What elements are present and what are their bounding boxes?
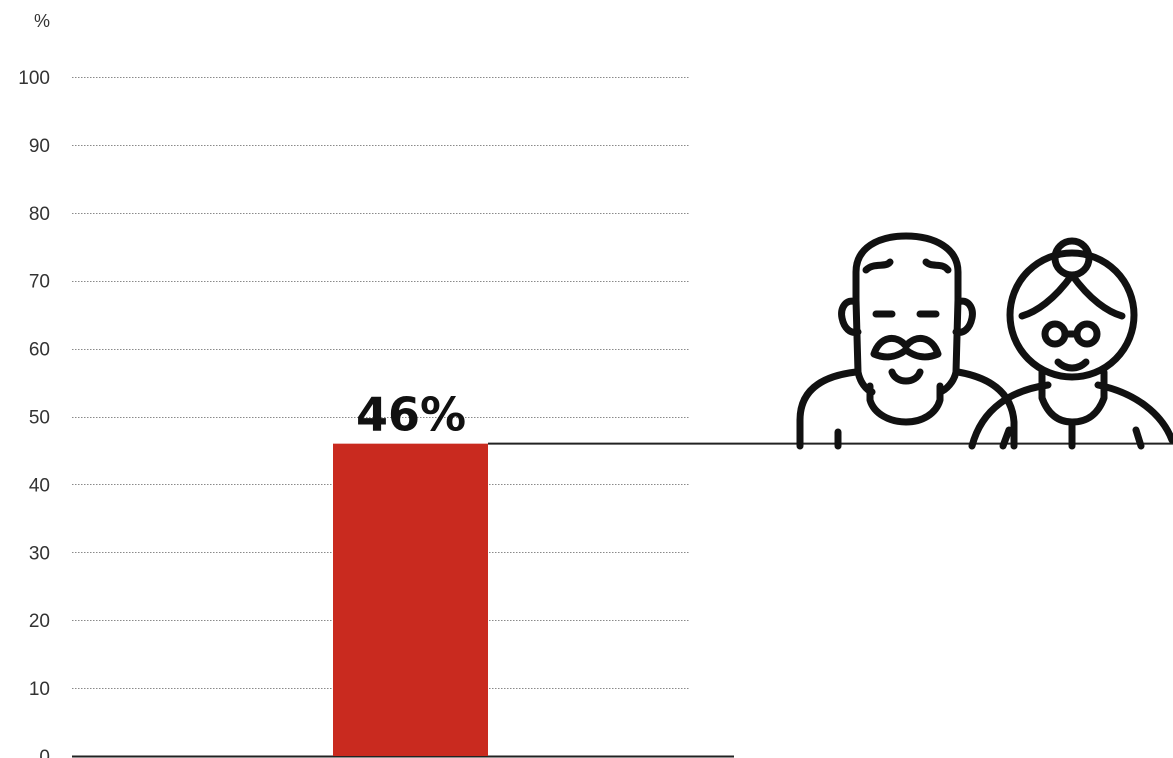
y-tick-label: 70 — [29, 272, 50, 293]
y-tick-label: 100 — [18, 68, 50, 89]
y-axis-unit: % — [34, 11, 50, 31]
bar-value-label: 46% — [356, 388, 466, 442]
grandmother-icon — [968, 237, 1173, 450]
y-axis-ticks: 0 10 20 30 40 50 60 70 80 90 100 — [18, 68, 50, 758]
elderly-couple-icon — [796, 232, 1173, 450]
y-tick-label: 30 — [29, 543, 50, 564]
y-tick-label: 80 — [29, 204, 50, 225]
y-tick-label: 60 — [29, 340, 50, 361]
bar — [333, 443, 488, 756]
y-tick-label: 10 — [29, 679, 50, 700]
y-tick-label: 20 — [29, 611, 50, 632]
bars — [333, 443, 488, 756]
y-tick-label: 0 — [39, 747, 50, 758]
grandfather-icon — [796, 232, 1018, 450]
y-tick-label: 50 — [29, 408, 50, 429]
y-tick-label: 40 — [29, 475, 50, 496]
data-labels: 46% — [356, 388, 466, 442]
y-tick-label: 90 — [29, 136, 50, 157]
